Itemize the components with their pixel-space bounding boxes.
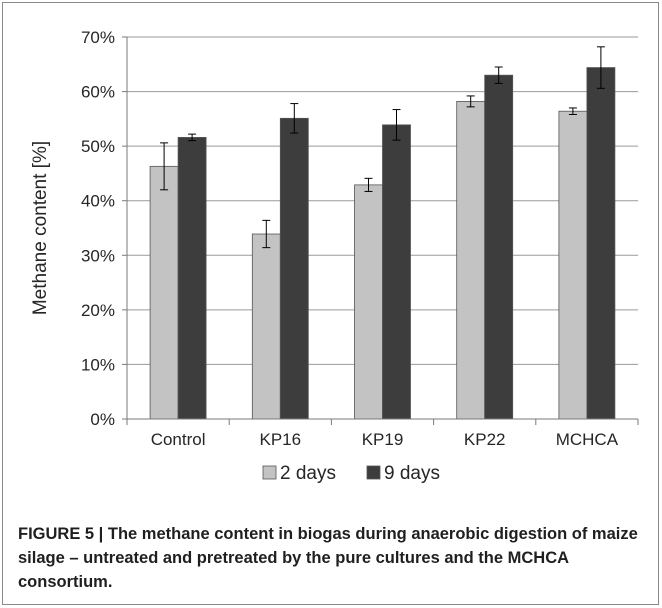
x-tick-label: KP19 (362, 430, 404, 449)
bars (149, 67, 616, 420)
x-tick-label: MCHCA (556, 430, 619, 449)
y-tick-label: 10% (81, 355, 115, 374)
bar-kp19-series-2 (382, 124, 411, 420)
bar-kp19-series-1 (354, 184, 383, 420)
y-tick-label: 30% (81, 246, 115, 265)
methane-bar-chart: 0% 10% 20% 30% 40% 50% 60% 70% Control KP16 KP19 K… (30, 28, 639, 484)
caption-label: FIGURE 5 | (18, 525, 104, 543)
bar-kp22-series-2 (484, 74, 514, 420)
y-axis-ticks: 0% 10% 20% 30% 40% 50% 60% 70% (81, 28, 128, 429)
y-tick-label: 20% (81, 301, 115, 320)
x-tick-label: Control (151, 430, 206, 449)
legend: 2 days 9 days (262, 463, 440, 484)
y-axis-label: Methane content [%] (30, 141, 51, 315)
caption-text: The methane content in biogas during ana… (18, 525, 638, 591)
bar-mchca-series-1 (558, 110, 588, 420)
y-tick-label: 40% (81, 192, 115, 211)
y-tick-label: 70% (81, 28, 115, 47)
y-tick-label: 0% (90, 410, 115, 429)
bar-kp16-series-1 (251, 233, 281, 420)
bar-control-series-1 (149, 165, 179, 420)
y-tick-label: 60% (81, 83, 115, 102)
error-bars (160, 46, 605, 249)
x-tick-label: KP22 (464, 430, 506, 449)
legend-label: 9 days (384, 463, 440, 484)
legend-label: 2 days (280, 463, 336, 484)
bar-mchca-series-2 (586, 67, 616, 420)
y-tick-label: 50% (81, 137, 115, 156)
bar-control-series-2 (177, 137, 207, 420)
x-tick-label: KP16 (260, 430, 302, 449)
bar-kp16-series-2 (279, 117, 309, 420)
bar-kp22-series-1 (456, 100, 486, 420)
x-axis: Control KP16 KP19 KP22 MCHCA (126, 418, 639, 449)
legend-swatch (262, 465, 277, 480)
legend-swatch (366, 465, 381, 480)
figure-caption: FIGURE 5 | The methane content in biogas… (18, 522, 648, 594)
